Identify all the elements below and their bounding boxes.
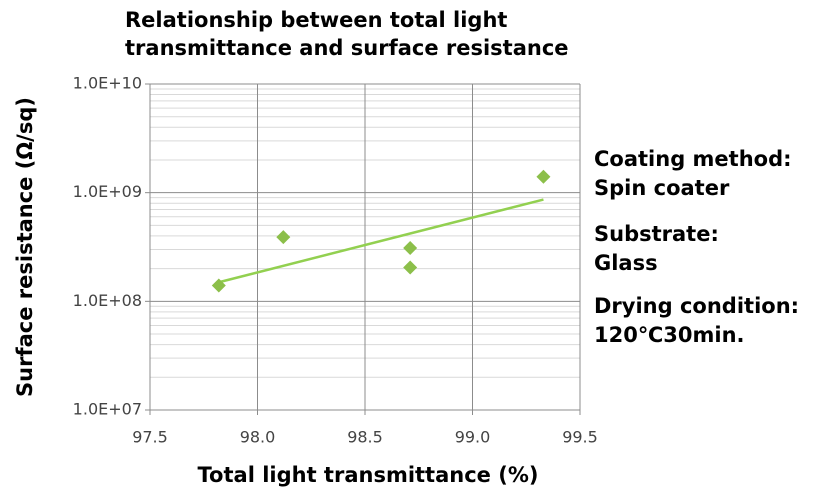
y-axis-label: Surface resistance (Ω/sq) [13, 97, 37, 397]
chart-title: Relationship between total light transmi… [125, 8, 569, 60]
x-tick-label: 97.5 [132, 428, 168, 447]
scatter-point [536, 169, 551, 184]
y-tick-label: 1.0E+09 [73, 182, 142, 201]
x-tick-label: 98.0 [240, 428, 276, 447]
x-tick-label: 99.5 [562, 428, 598, 447]
annotation-line: 120℃30min. [594, 323, 745, 347]
x-tick-label: 99.0 [455, 428, 491, 447]
annotation: Coating method: Spin coater [594, 145, 792, 203]
x-axis-label: Total light transmittance (%) [198, 463, 539, 487]
annotation-line: Spin coater [594, 176, 730, 200]
y-tick-label: 1.0E+08 [73, 291, 142, 310]
annotation: Substrate: Glass [594, 220, 719, 278]
annotation-line: Coating method: [594, 147, 792, 171]
annotation: Drying condition: 120℃30min. [594, 292, 799, 350]
scatter-point [276, 230, 291, 245]
annotation-line: Glass [594, 251, 658, 275]
x-tick-label: 98.5 [347, 428, 383, 447]
trendline [218, 198, 544, 284]
y-tick-label: 1.0E+10 [73, 74, 142, 93]
annotation-line: Substrate: [594, 222, 719, 246]
scatter-point [403, 240, 418, 255]
scatter-point [403, 260, 418, 275]
annotation-line: Drying condition: [594, 294, 800, 318]
scatter-point [211, 278, 226, 293]
y-tick-label: 1.0E+07 [73, 400, 142, 419]
